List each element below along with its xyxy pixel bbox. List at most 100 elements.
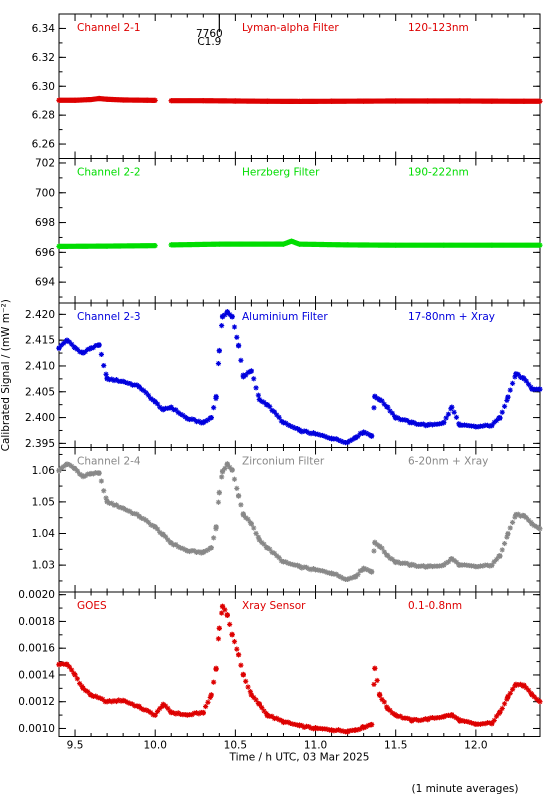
data-point [264,545,271,551]
data-point [489,422,495,428]
data-point [381,401,387,407]
data-point [224,612,230,618]
data-point [58,465,64,471]
data-point [160,532,166,538]
x-tick-label: 9.5 [67,740,84,752]
data-point [148,395,154,402]
data-point [287,423,294,429]
data-point [473,721,479,728]
data-point [387,408,393,414]
data-point [136,513,142,519]
data-point [387,555,393,561]
data-point [299,565,305,571]
data-point [493,713,500,719]
data-point [215,499,222,505]
data-point [253,385,259,391]
data-point [264,402,271,408]
data-point [132,511,138,517]
data-point [276,717,282,723]
data-point [521,513,527,519]
data-point [333,571,339,577]
data-point [122,506,129,513]
data-point [261,708,267,714]
y-tick-label: 2.405 [25,386,55,398]
data-point [77,471,83,477]
data-point [271,550,278,556]
data-point [505,693,511,699]
data-point [269,549,275,555]
data-point [420,563,426,569]
y-tick-label: 1.05 [32,496,55,508]
data-point [235,342,242,348]
data-point [505,530,511,537]
data-point [296,241,303,247]
data-point [215,360,222,367]
data-point [409,717,415,724]
data-point [251,376,257,382]
data-point [66,339,72,345]
data-point [234,485,240,492]
data-point [77,680,83,687]
data-point [457,98,463,104]
y-tick-label: 0.0018 [18,616,55,628]
data-point [523,514,529,521]
data-point [349,575,355,581]
panel-title: Channel 2-3 [77,311,141,323]
data-point [338,438,344,444]
panel-frame [58,447,541,593]
data-point [229,632,235,638]
data-point [82,349,88,355]
data-point [243,515,249,521]
data-point [504,397,510,403]
data-point [80,685,86,691]
data-point [515,371,521,378]
data-point [165,537,171,543]
data-point [200,709,206,716]
data-point [429,422,436,428]
data-point [80,350,86,356]
y-tick-label: 0.0020 [18,589,55,601]
panel-filter: Herzberg Filter [242,167,320,179]
y-tick-label: 2.410 [25,360,55,372]
data-point [189,712,195,718]
data-point [526,687,532,693]
data-point [355,433,361,439]
data-point [371,548,377,554]
data-point [125,508,131,514]
data-point [253,530,259,537]
data-point [148,522,154,528]
data-point [468,720,475,726]
data-point [389,556,395,562]
footer-note: (1 minute averages) [411,783,518,795]
data-point [104,376,110,382]
data-point [404,715,410,721]
data-point [453,414,460,420]
data-point [369,721,375,728]
data-point [145,519,152,525]
data-point [143,517,149,523]
data-point [100,696,106,702]
panel-2: 694 696 698 700 702 Channel 2-2 Herzberg Filte… [35,157,543,304]
data-point [122,698,129,704]
data-point [145,708,152,714]
data-point [363,430,369,436]
data-point [96,342,102,348]
data-point [345,439,351,445]
data-point [497,709,503,716]
data-point [345,242,351,248]
data-point [449,404,455,410]
y-tick-label: 6.34 [32,23,56,35]
data-point [227,464,233,470]
data-point [213,665,219,671]
panel-filter: Xray Sensor [242,600,306,612]
data-point [471,563,477,569]
data-point [451,714,457,720]
data-point [216,625,222,631]
data-point [505,394,511,400]
data-point [473,564,479,570]
data-point [189,416,195,422]
data-point [203,418,209,424]
y-tick-label: 2.420 [25,309,55,321]
data-point [379,545,385,551]
data-point [312,431,319,437]
